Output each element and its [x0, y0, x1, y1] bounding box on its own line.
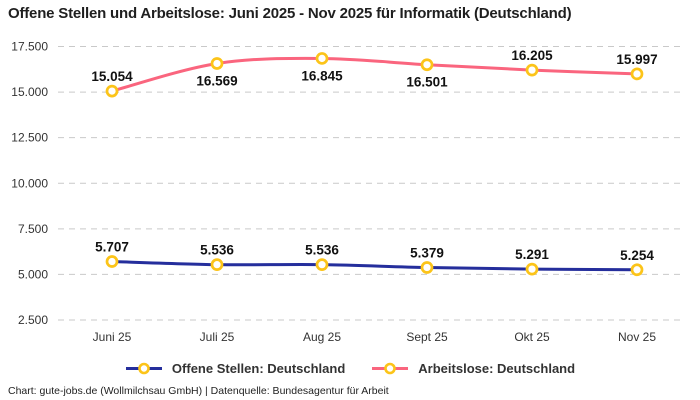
data-point-label: 16.569 — [196, 73, 237, 88]
y-axis-tick-label: 15.000 — [11, 85, 48, 99]
x-axis-tick-label: Aug 25 — [303, 330, 341, 344]
data-point-marker — [630, 67, 644, 81]
data-point-label: 16.205 — [511, 48, 553, 63]
x-axis-tick-label: Juli 25 — [200, 330, 235, 344]
x-axis-tick-label: Okt 25 — [514, 330, 550, 344]
data-point-label: 15.997 — [616, 52, 657, 67]
data-point-marker — [630, 263, 644, 277]
data-point-marker — [420, 58, 434, 72]
data-point-marker — [210, 57, 224, 70]
data-point-label: 5.379 — [410, 246, 444, 261]
chart-attribution: Chart: gute-jobs.de (Wollmilchsau GmbH) … — [8, 385, 389, 397]
data-point-marker — [420, 261, 434, 274]
y-axis-tick-label: 12.500 — [11, 131, 48, 145]
series-line — [110, 56, 639, 93]
legend-line-marker-icon — [125, 362, 162, 375]
series-line — [110, 260, 639, 272]
data-point-label: 5.707 — [95, 240, 129, 255]
legend-label-arbeitslose: Arbeitslose: Deutschland — [418, 361, 576, 376]
legend-item-offene-stellen[interactable]: Offene Stellen: Deutschland — [125, 361, 345, 376]
y-axis-tick-label: 17.500 — [11, 40, 48, 54]
data-point-label: 15.054 — [91, 69, 133, 84]
y-axis-tick-label: 10.000 — [11, 176, 48, 190]
data-point-label: 5.536 — [305, 243, 339, 258]
legend-label-offene-stellen: Offene Stellen: Deutschland — [171, 361, 346, 376]
data-point-marker — [315, 52, 329, 65]
data-point-label: 5.254 — [620, 248, 654, 263]
x-axis-tick-label: Nov 25 — [618, 330, 656, 344]
data-point-marker — [210, 258, 224, 271]
data-point-marker — [105, 84, 119, 98]
data-point-label: 5.291 — [515, 247, 549, 262]
x-axis-tick-label: Sept 25 — [406, 330, 448, 344]
y-axis-tick-label: 5.000 — [18, 267, 48, 281]
x-axis-tick-label: Juni 25 — [93, 330, 132, 344]
data-point-label: 16.501 — [406, 75, 448, 90]
y-axis-tick-label: 7.500 — [18, 222, 48, 236]
legend-item-arbeitslose[interactable]: Arbeitslose: Deutschland — [371, 361, 575, 376]
data-point-label: 5.536 — [200, 243, 234, 258]
data-point-marker — [315, 258, 329, 271]
data-point-marker — [525, 63, 539, 77]
legend-line-marker-icon — [372, 362, 409, 375]
chart-legend: Offene Stellen: Deutschland Arbeitslose:… — [0, 361, 700, 376]
data-point-marker — [105, 255, 119, 268]
y-axis-tick-label: 2.500 — [18, 313, 48, 327]
data-point-marker — [525, 262, 539, 276]
data-point-label: 16.845 — [301, 68, 343, 83]
chart-title: Offene Stellen und Arbeitslose: Juni 202… — [8, 5, 572, 22]
